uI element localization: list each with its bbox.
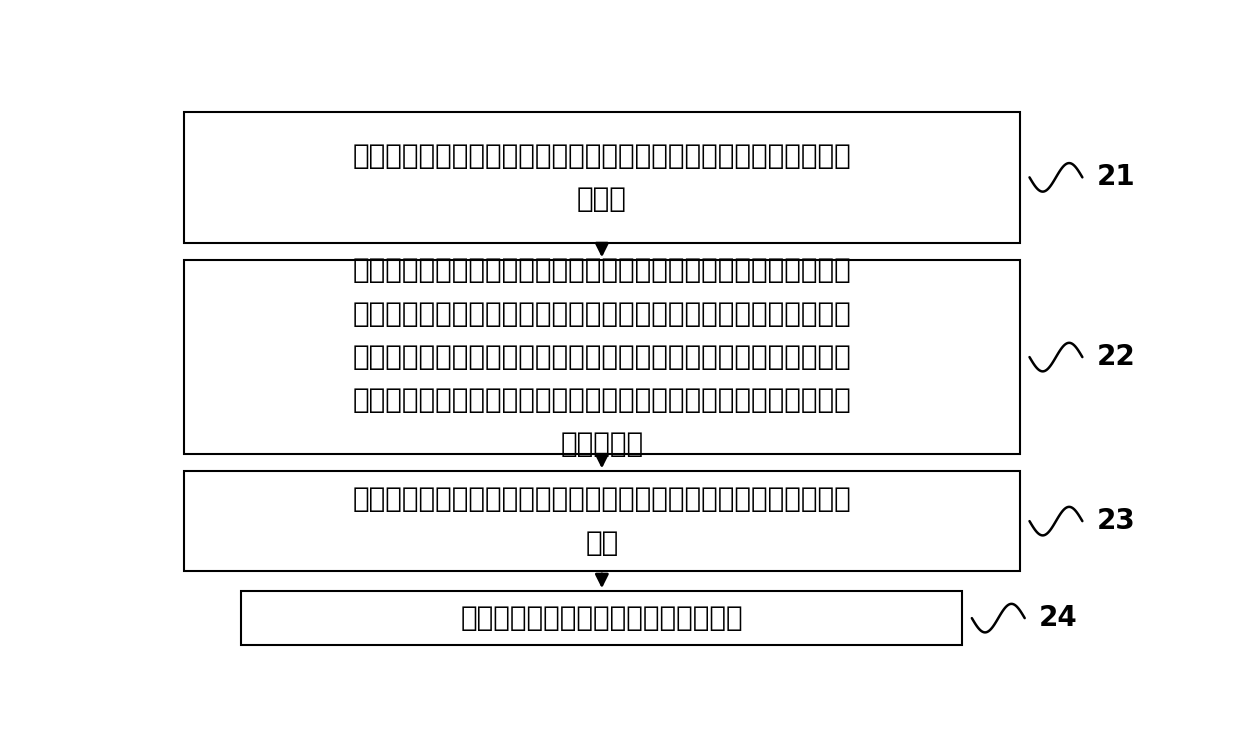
Text: 根据补偿后的输出力矩控制空调压缩机: 根据补偿后的输出力矩控制空调压缩机 — [460, 604, 743, 632]
Text: 24: 24 — [1039, 604, 1078, 632]
Text: 将力矩补偿量补偿到速度环调节器的输出力矩中，获得补偿后的输出
力矩: 将力矩补偿量补偿到速度环调节器的输出力矩中，获得补偿后的输出 力矩 — [352, 485, 851, 556]
Text: 23: 23 — [1097, 507, 1136, 535]
Text: 计算目标角速度波动量与补偿后的角速度输出量之差，获得第一角速
度差值: 计算目标角速度波动量与补偿后的角速度输出量之差，获得第一角速 度差值 — [352, 142, 851, 213]
Bar — [184, 471, 1021, 571]
Text: 对第一角速度差值作滤波处理，获得至少滤除部分角速度波动后的滤
波角速度，将滤波角速度作为输入量输入至压缩机控制用速度环中的
速度环调节器，获得速度环调节器的输出: 对第一角速度差值作滤波处理，获得至少滤除部分角速度波动后的滤 波角速度，将滤波角… — [352, 256, 851, 458]
Bar — [184, 260, 1021, 454]
Bar — [184, 112, 1021, 243]
Text: 21: 21 — [1097, 163, 1136, 191]
Text: 22: 22 — [1097, 343, 1136, 371]
Bar — [242, 591, 962, 645]
